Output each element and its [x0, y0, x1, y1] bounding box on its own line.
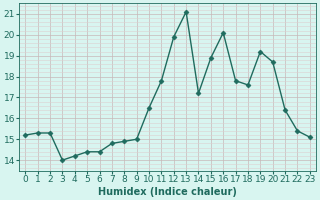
X-axis label: Humidex (Indice chaleur): Humidex (Indice chaleur) — [98, 187, 237, 197]
